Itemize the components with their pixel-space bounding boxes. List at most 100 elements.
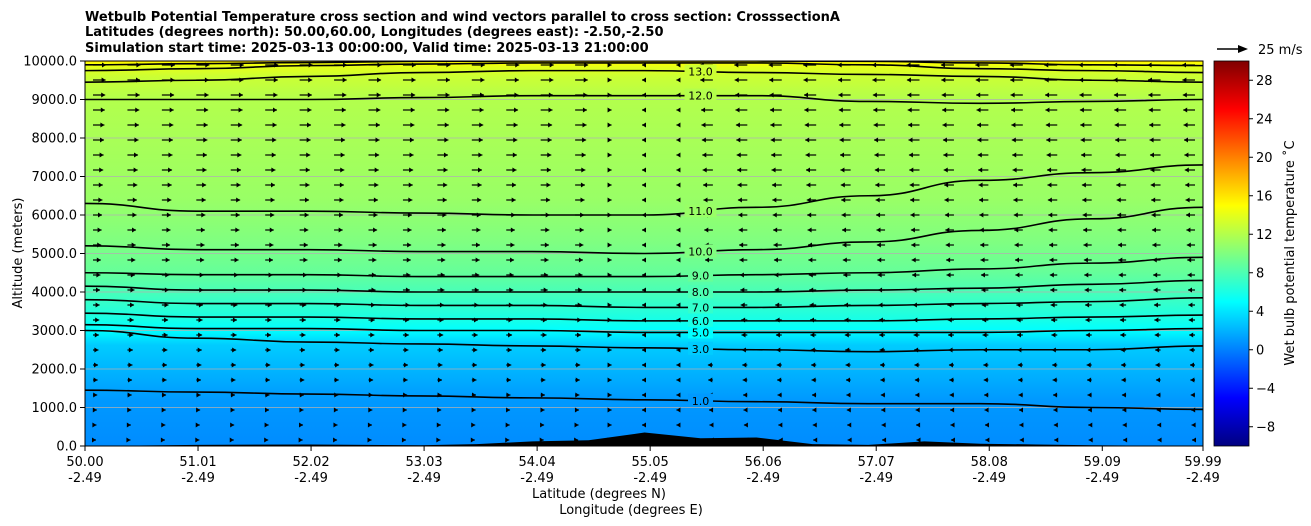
wind-vector-head xyxy=(471,422,476,428)
wind-vector-head xyxy=(1192,437,1196,443)
terrain xyxy=(85,432,1203,446)
wind-vector-head xyxy=(513,122,518,128)
wind-vector-head xyxy=(579,227,584,233)
wind-vector-head xyxy=(1189,347,1194,353)
x-tick-label-lat: 51.01 xyxy=(179,455,216,470)
wind-vector-head xyxy=(1011,107,1016,113)
wind-vector-head xyxy=(375,152,380,158)
x-tick-label-lat: 52.02 xyxy=(292,455,329,470)
wind-vector-head xyxy=(443,152,448,158)
wind-vector-head xyxy=(471,407,476,413)
wind-vector-head xyxy=(980,242,985,248)
wind-vector-head xyxy=(775,332,780,338)
wind-vector-head xyxy=(676,77,681,83)
wind-vector-head xyxy=(576,362,581,368)
wind-vector-head xyxy=(739,257,744,263)
wind-vector-head xyxy=(915,392,920,398)
colorbar-tick-label: 24 xyxy=(1256,112,1273,127)
wind-vector-head xyxy=(1114,107,1119,113)
wind-vector-head xyxy=(771,152,776,158)
wind-vector-head xyxy=(96,287,100,293)
wind-vector-head xyxy=(230,407,235,413)
contour-label-bg xyxy=(684,88,717,102)
wind-vector-head xyxy=(544,242,549,248)
wind-vector-head xyxy=(1117,242,1122,248)
wind-vector-head xyxy=(842,242,847,248)
wind-vector-head xyxy=(703,197,708,203)
wind-vector-head xyxy=(478,137,483,143)
wind-vector-head xyxy=(1184,137,1188,143)
wind-vector-head xyxy=(1049,272,1054,278)
wind-vector-head xyxy=(979,212,984,218)
wind-vector-head xyxy=(1184,167,1189,173)
wind-vector-head xyxy=(95,302,100,308)
wind-vector-head xyxy=(1116,182,1121,188)
wind-vector-head xyxy=(1186,227,1191,233)
wind-vector-head xyxy=(771,167,776,173)
wind-vector-head xyxy=(1015,257,1020,263)
wind-vector-head xyxy=(1049,242,1054,248)
wind-vector-head xyxy=(166,242,171,248)
wind-vector-head xyxy=(238,92,243,98)
wind-vector-head xyxy=(236,197,241,203)
wind-vector-head xyxy=(676,182,681,188)
wind-vector-head xyxy=(839,137,844,143)
wind-vector-head xyxy=(642,227,646,233)
wind-vector-head xyxy=(439,332,444,338)
wind-vector-head xyxy=(162,392,167,398)
wind-vector-head xyxy=(978,197,983,203)
title-line-2: Latitudes (degrees north): 50.00,60.00, … xyxy=(85,25,664,40)
wind-vector-head xyxy=(811,362,816,368)
wind-vector-head xyxy=(803,77,808,83)
wind-vector-head xyxy=(737,182,742,188)
wind-vector-head xyxy=(975,62,980,68)
wind-vector-head xyxy=(506,377,511,383)
wind-vector-head xyxy=(1082,197,1087,203)
wind-vector-head xyxy=(403,377,408,383)
wind-vector-head xyxy=(303,257,308,263)
wind-vector-head xyxy=(204,92,209,98)
wind-vector-head xyxy=(676,167,681,173)
wind-vector-head xyxy=(975,77,980,83)
wind-vector-head xyxy=(948,332,953,338)
wind-vector-head xyxy=(1047,182,1052,188)
wind-vector-head xyxy=(337,257,342,263)
y-tick-label: 2000.0 xyxy=(32,363,78,378)
wind-vector-head xyxy=(367,437,372,443)
wind-vector-head xyxy=(1015,287,1020,293)
wind-vector-head xyxy=(372,242,377,248)
wind-vector-head xyxy=(507,362,512,368)
wind-vector-head xyxy=(99,152,104,158)
x-tick-label-lon: -2.49 xyxy=(633,471,667,486)
contour-label: 5.0 xyxy=(692,326,710,339)
wind-vector-head xyxy=(914,377,919,383)
wind-vector-head xyxy=(844,332,849,338)
wind-vector-head xyxy=(642,422,646,428)
wind-vector-head xyxy=(1118,272,1123,278)
colorbar-label: Wet bulb potential temperature ˚C xyxy=(1282,140,1298,365)
wind-vector-head xyxy=(607,362,612,368)
contour-lines xyxy=(85,61,1203,411)
wind-vector-head xyxy=(642,347,646,353)
wind-vector-head xyxy=(306,137,311,143)
wind-vector-head xyxy=(607,77,612,83)
wind-vector-head xyxy=(1085,302,1090,308)
wind-vector-head xyxy=(737,167,742,173)
x-tick-label-lon: -2.49 xyxy=(520,471,554,486)
wind-vector-head xyxy=(1188,287,1192,293)
wind-vector-head xyxy=(476,227,481,233)
contour-label-bg xyxy=(688,393,714,407)
wind-vector-head xyxy=(100,137,104,143)
wind-vector-head xyxy=(642,377,646,383)
wind-vector-head xyxy=(273,92,278,98)
wind-vector-head xyxy=(341,107,346,113)
wind-vector-head xyxy=(272,137,277,143)
wind-vector-head xyxy=(476,242,481,248)
wind-vector-head xyxy=(1185,182,1190,188)
wind-vector-head xyxy=(1114,122,1119,128)
wind-vector-head xyxy=(271,167,276,173)
y-tick-label: 3000.0 xyxy=(32,324,78,339)
wind-vector-head xyxy=(168,167,173,173)
wind-vector-head xyxy=(910,212,915,218)
